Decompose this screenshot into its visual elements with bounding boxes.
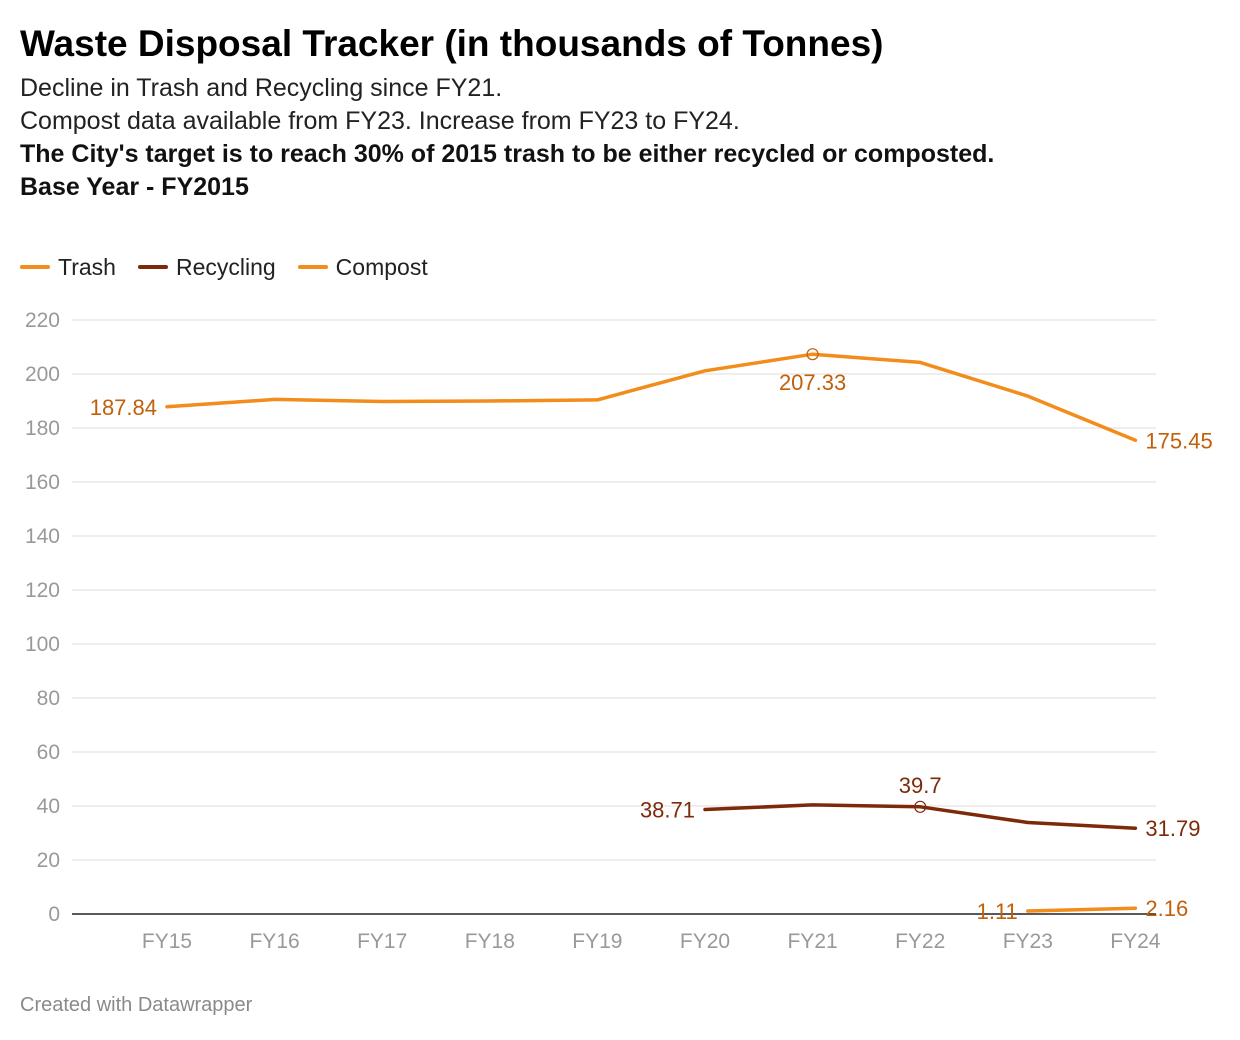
- y-tick-label-60: 60: [37, 741, 60, 764]
- y-tick-label-160: 160: [25, 471, 60, 494]
- legend-item-trash: Trash: [20, 254, 116, 281]
- series-line-trash: [165, 352, 1138, 443]
- legend-swatch-trash: [20, 265, 50, 269]
- y-tick-label-120: 120: [25, 579, 60, 602]
- legend-swatch-compost: [297, 265, 328, 269]
- data-label-recycling-fy22: 39.7: [899, 773, 942, 798]
- x-tick-label-fy17: FY17: [357, 930, 407, 953]
- data-label-compost-fy24: 2.16: [1145, 896, 1188, 921]
- datawrapper-credit: Created with Datawrapper: [20, 994, 253, 1016]
- chart-description: Decline in Trash and Recycling since FY2…: [20, 72, 1220, 204]
- description-line-3: The City's target is to reach 30% of 201…: [20, 140, 995, 168]
- legend-item-recycling: Recycling: [137, 253, 276, 281]
- data-marker-trash-fy21: [806, 348, 819, 361]
- legend-label-compost: Compost: [335, 253, 428, 280]
- data-label-trash-fy15: 187.84: [90, 395, 157, 420]
- legend-item-compost: Compost: [297, 253, 428, 281]
- y-tick-label-40: 40: [37, 795, 60, 818]
- legend-label-recycling: Recycling: [175, 253, 276, 280]
- legend-swatch-recycling: [137, 265, 168, 269]
- description-line-2: Compost data available from FY23. Increa…: [20, 107, 740, 135]
- y-tick-label-20: 20: [37, 849, 60, 872]
- y-tick-label-100: 100: [25, 633, 60, 656]
- chart-header: Waste Disposal Tracker (in thousands of …: [20, 18, 1220, 204]
- x-tick-label-fy15: FY15: [142, 930, 192, 953]
- chart-legend: Trash Recycling Compost: [20, 252, 450, 282]
- x-tick-label-fy23: FY23: [1003, 930, 1053, 953]
- legend-label-trash: Trash: [58, 253, 116, 280]
- data-label-trash-fy21: 207.33: [779, 370, 846, 395]
- data-label-trash-fy24: 175.45: [1145, 428, 1212, 453]
- x-tick-label-fy22: FY22: [895, 930, 945, 953]
- y-tick-label-80: 80: [37, 687, 60, 710]
- y-tick-label-0: 0: [48, 903, 60, 926]
- x-tick-label-fy21: FY21: [787, 930, 837, 953]
- x-tick-label-fy20: FY20: [680, 930, 730, 953]
- y-tick-label-200: 200: [25, 363, 60, 386]
- description-line-1: Decline in Trash and Recycling since FY2…: [20, 74, 503, 102]
- series-line-compost: [1026, 906, 1138, 913]
- data-marker-recycling-fy22: [914, 800, 927, 813]
- data-label-recycling-fy20: 38.71: [640, 797, 695, 822]
- x-tick-label-fy19: FY19: [572, 930, 622, 953]
- y-tick-label-140: 140: [25, 525, 60, 548]
- description-line-4: Base Year - FY2015: [20, 173, 249, 201]
- x-tick-label-fy18: FY18: [465, 930, 515, 953]
- x-tick-label-fy16: FY16: [249, 930, 299, 953]
- data-label-recycling-fy24: 31.79: [1145, 816, 1200, 841]
- y-tick-label-220: 220: [25, 309, 60, 332]
- chart-title: Waste Disposal Tracker (in thousands of …: [20, 23, 884, 64]
- data-label-compost-fy23: 1.11: [977, 899, 1018, 924]
- x-tick-label-fy24: FY24: [1110, 930, 1161, 953]
- series-line-recycling: [703, 803, 1138, 830]
- y-tick-label-180: 180: [25, 417, 60, 440]
